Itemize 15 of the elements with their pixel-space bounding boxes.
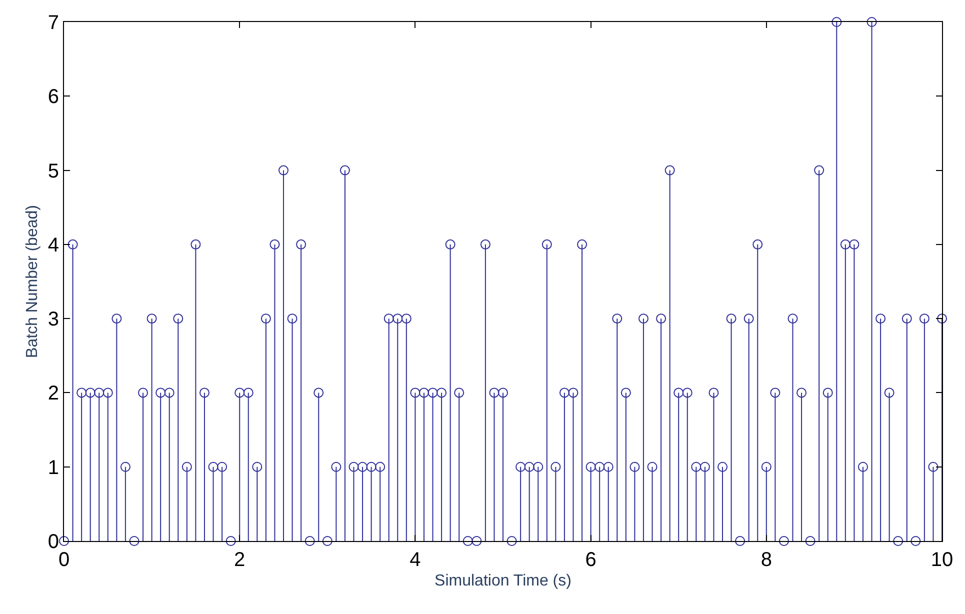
y-tick-label: 6 [48, 86, 59, 108]
y-tick-label: 2 [48, 382, 59, 405]
x-tick-label: 8 [760, 549, 772, 571]
y-tick-label: 0 [48, 531, 59, 553]
y-tick-label: 3 [48, 308, 59, 331]
y-tick-label: 7 [48, 12, 59, 34]
y-tick-label: 4 [48, 234, 59, 256]
y-tick-label: 1 [48, 456, 59, 479]
y-tick-label: 5 [48, 160, 59, 182]
x-tick-label: 4 [410, 549, 421, 571]
x-tick-label: 10 [930, 549, 954, 571]
x-tick-label: 6 [585, 549, 596, 571]
y-axis-title: Batch Number (bead) [24, 205, 41, 358]
x-tick-label: 2 [234, 549, 246, 571]
x-axis-title: Simulation Time (s) [434, 572, 572, 590]
